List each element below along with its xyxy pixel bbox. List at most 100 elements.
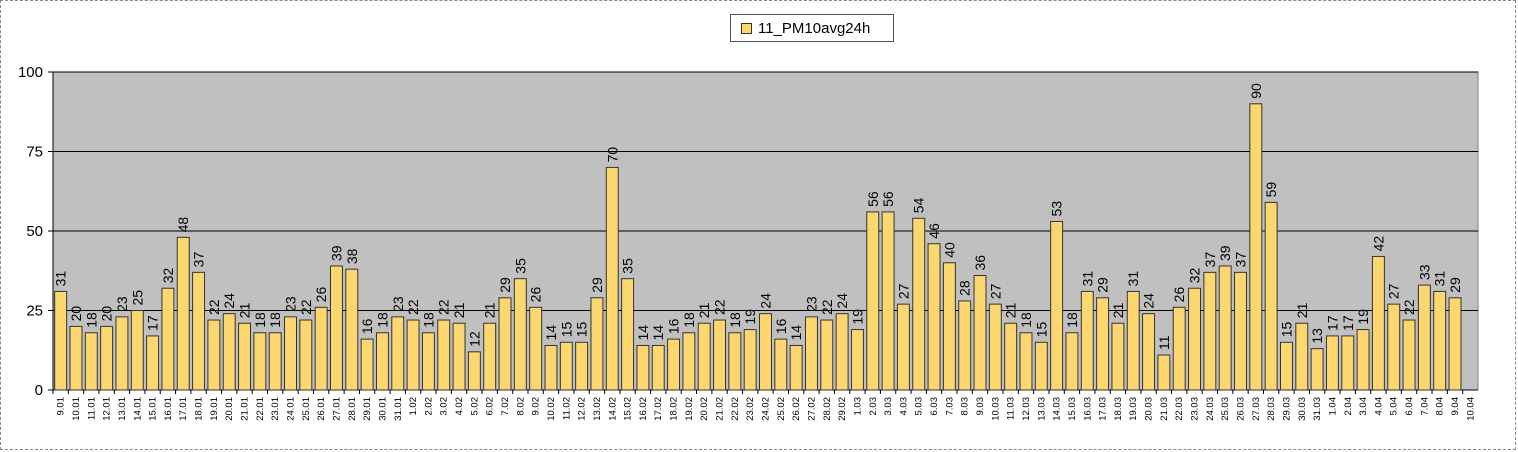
x-tick-label: 5.02: [469, 397, 480, 416]
bar: [1341, 335, 1355, 391]
x-tick-label: 17.01: [178, 397, 189, 421]
bar: [927, 243, 941, 391]
data-label: 14: [543, 325, 559, 341]
data-label: 56: [880, 191, 896, 207]
x-tick-label: 3.03: [883, 397, 894, 416]
bar: [835, 313, 849, 391]
data-label: 14: [635, 325, 651, 341]
data-label: 35: [620, 258, 636, 274]
data-label: 15: [558, 322, 574, 338]
legend-swatch: [741, 22, 752, 34]
x-tick-label: 15.02: [623, 397, 634, 421]
bar: [1387, 303, 1401, 391]
data-label: 23: [390, 296, 406, 312]
bar: [1142, 313, 1156, 391]
bar: [1310, 348, 1324, 391]
x-tick-label: 24.01: [286, 397, 297, 421]
data-label: 28: [957, 280, 973, 296]
bar: [192, 271, 206, 391]
bar: [1111, 322, 1125, 391]
data-label: 20: [99, 306, 115, 322]
x-tick-label: 22.03: [1174, 397, 1185, 421]
bar: [1172, 306, 1186, 391]
bar: [850, 329, 864, 391]
x-tick-label: 26.02: [791, 397, 802, 421]
x-tick-label: 3.04: [1358, 397, 1369, 416]
x-tick-label: 13.01: [117, 397, 128, 421]
bar: [391, 316, 405, 391]
chart-legend: 11_PM10avg24h: [730, 14, 894, 42]
data-label: 54: [911, 197, 927, 213]
x-tick-label: 10.04: [1465, 397, 1476, 421]
data-label: 22: [436, 299, 452, 315]
bar: [284, 316, 297, 391]
bar: [728, 332, 742, 391]
bar: [498, 297, 512, 391]
data-label: 21: [696, 302, 712, 318]
data-label: 42: [1370, 236, 1386, 252]
x-tick-label: 25.03: [1220, 397, 1231, 421]
x-tick-label: 4.03: [898, 397, 909, 416]
data-label: 31: [1432, 271, 1448, 287]
data-label: 33: [1416, 264, 1432, 280]
bar: [513, 278, 527, 391]
bar: [988, 303, 1002, 391]
x-tick-label: 1.02: [408, 397, 419, 416]
bar: [69, 325, 83, 391]
bar: [1188, 287, 1202, 391]
bar: [176, 236, 190, 391]
x-tick-label: 10.03: [990, 397, 1001, 421]
bar: [437, 319, 451, 391]
bar: [314, 306, 328, 391]
x-tick-label: 19.02: [684, 397, 695, 421]
data-label: 23: [803, 296, 819, 312]
data-label: 31: [1079, 271, 1095, 287]
data-label: 24: [221, 293, 237, 309]
data-label: 20: [68, 306, 84, 322]
x-tick-label: 8.03: [960, 397, 971, 416]
bar: [958, 300, 972, 391]
data-label: 32: [160, 267, 176, 283]
data-label: 38: [344, 248, 360, 264]
x-tick-label: 18.03: [1113, 397, 1124, 421]
data-label: 11: [1156, 335, 1172, 350]
bar: [130, 310, 144, 391]
bar: [1126, 290, 1140, 391]
x-tick-label: 9.01: [56, 397, 67, 416]
bar: [881, 211, 895, 391]
data-label: 19: [849, 309, 865, 325]
bar: [743, 329, 757, 391]
data-label: 21: [237, 302, 253, 318]
data-label: 59: [1263, 182, 1279, 198]
data-label: 40: [941, 242, 957, 258]
data-label: 17: [1324, 315, 1340, 331]
bar: [621, 278, 635, 391]
bar: [299, 319, 313, 391]
x-tick-label: 22.01: [255, 397, 266, 421]
y-tick-label: 25: [26, 303, 43, 320]
data-label: 15: [1278, 322, 1294, 338]
y-tick-label: 50: [26, 223, 43, 240]
x-tick-label: 24.02: [761, 397, 772, 421]
data-label: 17: [1340, 315, 1356, 331]
bar: [697, 322, 711, 391]
data-label: 29: [589, 277, 605, 293]
data-label: 21: [1110, 302, 1126, 318]
bar: [1050, 220, 1064, 391]
data-label: 15: [574, 322, 590, 338]
x-tick-label: 13.02: [592, 397, 603, 421]
bar: [1433, 290, 1447, 391]
bar: [467, 351, 481, 391]
bar: [912, 217, 926, 391]
bar: [942, 262, 956, 391]
bar: [421, 332, 435, 391]
data-label: 56: [865, 191, 881, 207]
x-tick-label: 5.03: [914, 397, 925, 416]
data-label: 24: [758, 293, 774, 309]
bar: [1417, 284, 1431, 391]
bar: [1234, 271, 1247, 391]
x-tick-label: 2.04: [1343, 397, 1354, 416]
x-tick-label: 7.03: [944, 397, 955, 416]
